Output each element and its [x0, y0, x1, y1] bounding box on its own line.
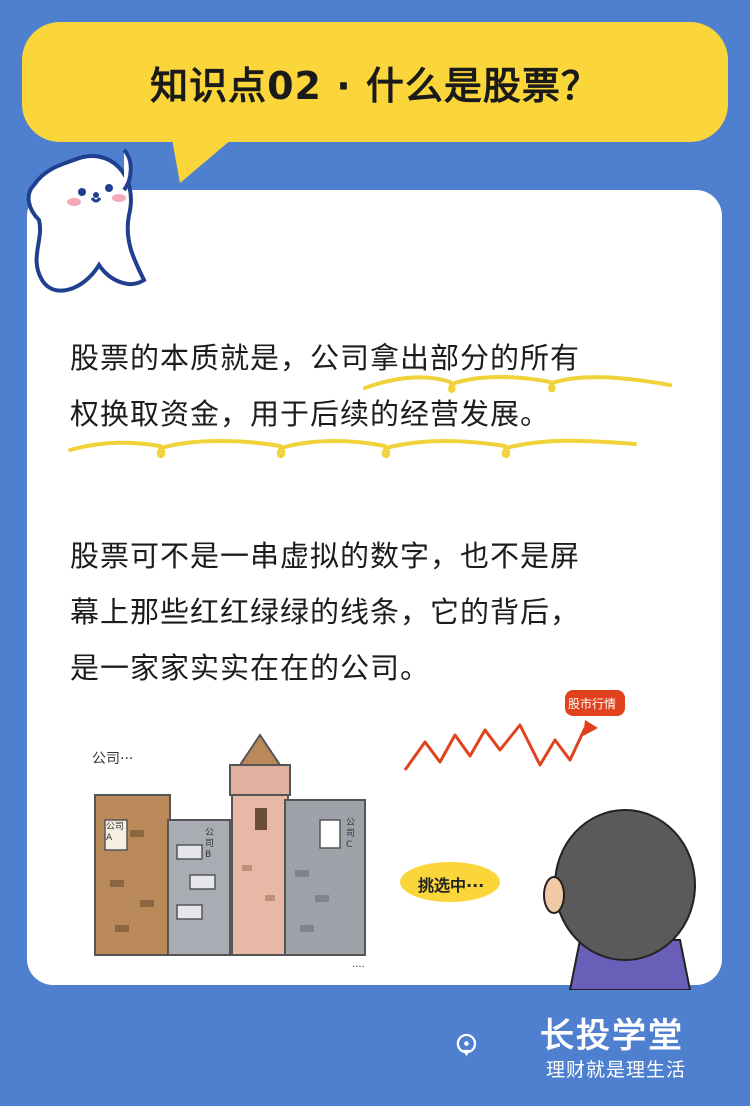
- title-bubble: [22, 22, 728, 142]
- paragraph-stock-definition: 股票的本质就是，公司拿出部分的所有 权换取资金，用于后续的经营发展。: [70, 330, 710, 442]
- trailing-dots: ····: [352, 962, 365, 973]
- building-a-sign: 公司A: [106, 822, 125, 843]
- building-b-sign: 公司B: [205, 828, 215, 860]
- building-tower: [229, 733, 291, 956]
- paragraph2-line: 股票可不是一串虚拟的数字，也不是屏: [70, 539, 581, 573]
- picking-bubble-label: 挑选中···: [418, 876, 485, 895]
- building-a: [94, 794, 171, 956]
- seal-mascot-icon: [26, 148, 147, 293]
- highlight-squiggle: [68, 438, 637, 458]
- paragraph1-line: 权换取资金，用于后续的经营发展。: [70, 397, 551, 431]
- highlight-squiggle: [363, 375, 672, 393]
- brand-logo: [456, 1033, 477, 1057]
- page-title: 知识点02 · 什么是股票？: [150, 63, 600, 108]
- paragraph-stock-company: 股票可不是一串虚拟的数字，也不是屏 幕上那些红红绿绿的线条，它的背后， 是一家家…: [70, 528, 710, 696]
- companies-illustration: [94, 690, 696, 990]
- brand-name: 长投学堂: [540, 1016, 684, 1056]
- paragraph2-line: 幕上那些红红绿绿的线条，它的背后，: [70, 595, 581, 629]
- title-bubble-tail: [170, 128, 245, 183]
- building-c: [284, 799, 366, 956]
- companies-caption: 公司···: [92, 751, 134, 767]
- paragraph1-line: 股票的本质就是，公司拿出部分的所有: [70, 341, 581, 375]
- boy-looking: [543, 809, 696, 990]
- brand-slogan: 理财就是理生活: [546, 1059, 687, 1081]
- building-b: [167, 819, 231, 956]
- building-c-sign: 公司C: [346, 818, 356, 850]
- stock-tag-label: 股市行情: [568, 697, 617, 711]
- paragraph2-line: 是一家家实实在在的公司。: [70, 651, 431, 685]
